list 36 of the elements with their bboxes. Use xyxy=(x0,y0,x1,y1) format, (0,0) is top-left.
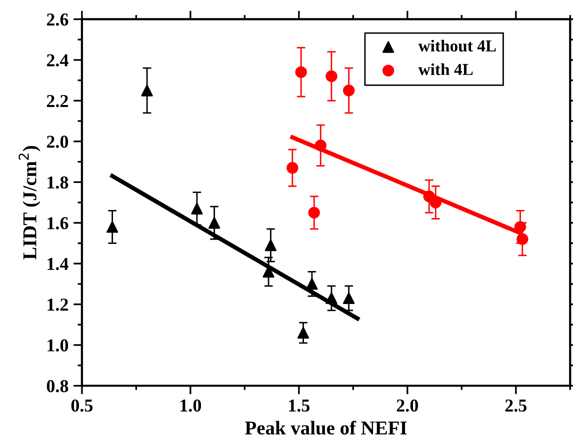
x-tick-label: 1.0 xyxy=(180,399,202,412)
point xyxy=(306,278,318,290)
y-tick-label: 1.6 xyxy=(48,217,68,230)
x-tick-label: 1.5 xyxy=(289,400,310,412)
point xyxy=(295,66,307,78)
y-tick-label: 1.4 xyxy=(48,258,68,270)
x-tick-label: 0.5 xyxy=(71,399,93,412)
point xyxy=(297,326,310,339)
y-tick-label: 0.8 xyxy=(46,380,68,392)
point xyxy=(308,206,320,219)
point xyxy=(314,140,326,152)
y-tick-label: 1.8 xyxy=(48,176,68,189)
point xyxy=(264,239,277,252)
point xyxy=(141,84,153,96)
x-tick-label: 2.5 xyxy=(505,400,527,412)
y-tick-label: 2.6 xyxy=(46,14,68,26)
legend-label: without 4L xyxy=(418,40,496,52)
point xyxy=(514,221,526,233)
point xyxy=(342,292,355,304)
y-tick-label: 2.4 xyxy=(46,54,68,66)
point xyxy=(516,233,528,245)
legend-label: with 4L xyxy=(418,63,473,76)
point xyxy=(208,217,220,229)
x-axis-title: Peak value of NEFI xyxy=(245,420,407,435)
point xyxy=(191,202,203,214)
point xyxy=(326,70,338,82)
point xyxy=(106,221,118,233)
y-tick-label: 1.2 xyxy=(48,298,68,311)
x-tick-label: 2.0 xyxy=(396,399,418,412)
y-tick-label: 2.0 xyxy=(46,136,68,148)
y-tick-label: 1.0 xyxy=(48,339,68,352)
point xyxy=(342,84,355,96)
y-axis-title: LIDT (J/cm$^{2}$) xyxy=(18,146,40,260)
point xyxy=(286,162,298,174)
point xyxy=(326,292,338,304)
y-tick-label: 2.2 xyxy=(46,94,68,108)
